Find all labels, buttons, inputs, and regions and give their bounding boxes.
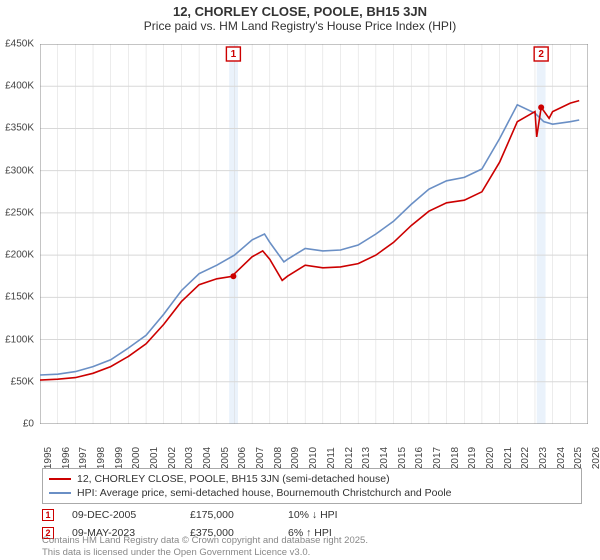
- y-tick-label: £150K: [5, 292, 34, 303]
- x-tick-label: 2008: [273, 447, 284, 469]
- legend-swatch: [49, 478, 71, 480]
- footer-line2: This data is licensed under the Open Gov…: [42, 547, 368, 558]
- y-tick-label: £350K: [5, 123, 34, 134]
- x-tick-label: 2013: [361, 447, 372, 469]
- x-tick-label: 2006: [237, 447, 248, 469]
- legend-item: HPI: Average price, semi-detached house,…: [49, 486, 575, 500]
- x-axis-labels: 1995 1996 1997 1998 1999 2000 2001 2002 2003 2004…: [40, 428, 588, 468]
- event-row: 1 09-DEC-2005 £175,000 10% ↓ HPI: [42, 506, 378, 524]
- svg-text:2: 2: [538, 49, 544, 60]
- y-tick-label: £400K: [5, 81, 34, 92]
- x-tick-label: 1995: [43, 447, 54, 469]
- svg-text:1: 1: [231, 49, 237, 60]
- x-tick-label: 2007: [255, 447, 266, 469]
- y-tick-label: £300K: [5, 165, 34, 176]
- event-price: £175,000: [190, 509, 270, 521]
- x-tick-label: 2026: [591, 447, 600, 469]
- x-tick-label: 2017: [432, 447, 443, 469]
- y-tick-label: £0: [23, 419, 34, 430]
- x-tick-label: 2000: [131, 447, 142, 469]
- footer-line1: Contains HM Land Registry data © Crown c…: [42, 535, 368, 546]
- chart-title: 12, CHORLEY CLOSE, POOLE, BH15 3JN: [0, 0, 600, 19]
- y-tick-label: £100K: [5, 334, 34, 345]
- legend-label: HPI: Average price, semi-detached house,…: [77, 487, 452, 499]
- event-date: 09-DEC-2005: [72, 509, 172, 521]
- plot-area: 12: [40, 44, 588, 424]
- x-tick-label: 2024: [556, 447, 567, 469]
- x-tick-label: 1999: [114, 447, 125, 469]
- x-tick-label: 2001: [149, 447, 160, 469]
- x-tick-label: 2010: [308, 447, 319, 469]
- x-tick-label: 2011: [326, 447, 337, 469]
- x-tick-label: 2014: [379, 447, 390, 469]
- x-tick-label: 2015: [397, 447, 408, 469]
- x-tick-label: 2022: [520, 447, 531, 469]
- x-tick-label: 2002: [167, 447, 178, 469]
- x-tick-label: 2005: [220, 447, 231, 469]
- x-tick-label: 2019: [467, 447, 478, 469]
- x-tick-label: 2025: [573, 447, 584, 469]
- legend: 12, CHORLEY CLOSE, POOLE, BH15 3JN (semi…: [42, 468, 582, 504]
- x-tick-label: 2009: [290, 447, 301, 469]
- x-tick-label: 2021: [503, 447, 514, 469]
- legend-swatch: [49, 492, 71, 494]
- chart-container: 12, CHORLEY CLOSE, POOLE, BH15 3JN Price…: [0, 0, 600, 560]
- x-tick-label: 2020: [485, 447, 496, 469]
- footer-attribution: Contains HM Land Registry data © Crown c…: [42, 535, 368, 558]
- x-tick-label: 2004: [202, 447, 213, 469]
- x-tick-label: 2003: [184, 447, 195, 469]
- x-tick-label: 1997: [78, 447, 89, 469]
- legend-item: 12, CHORLEY CLOSE, POOLE, BH15 3JN (semi…: [49, 472, 575, 486]
- y-axis-labels: £0£50K£100K£150K£200K£250K£300K£350K£400…: [0, 44, 36, 424]
- x-tick-label: 1996: [61, 447, 72, 469]
- chart-subtitle: Price paid vs. HM Land Registry's House …: [0, 19, 600, 37]
- x-tick-label: 2012: [344, 447, 355, 469]
- x-tick-label: 1998: [96, 447, 107, 469]
- chart-svg: 12: [40, 44, 588, 424]
- y-tick-label: £250K: [5, 207, 34, 218]
- event-marker-box: 1: [42, 509, 54, 521]
- y-tick-label: £200K: [5, 250, 34, 261]
- legend-label: 12, CHORLEY CLOSE, POOLE, BH15 3JN (semi…: [77, 473, 390, 485]
- x-tick-label: 2023: [538, 447, 549, 469]
- event-relation: 10% ↓ HPI: [288, 509, 378, 521]
- x-tick-label: 2018: [450, 447, 461, 469]
- x-tick-label: 2016: [414, 447, 425, 469]
- y-tick-label: £50K: [11, 376, 34, 387]
- y-tick-label: £450K: [5, 39, 34, 50]
